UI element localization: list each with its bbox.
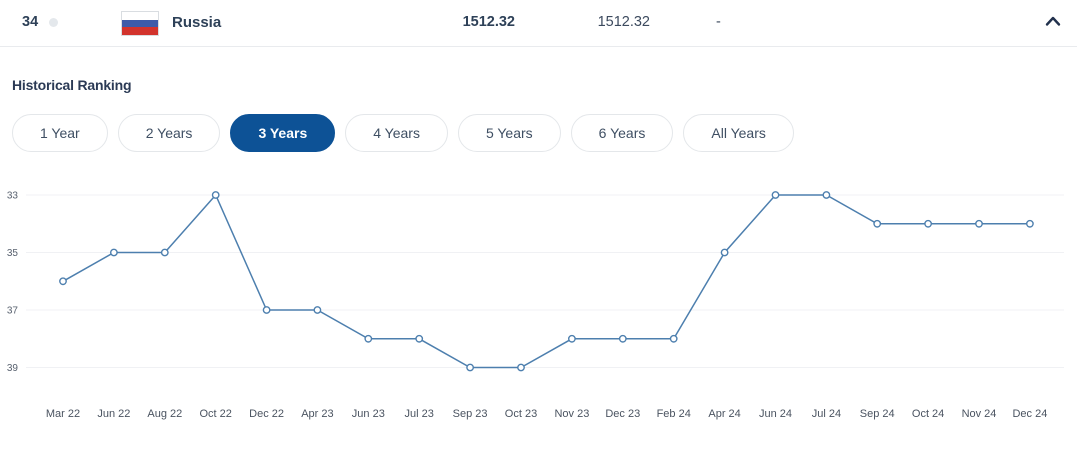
x-tick-label: Sep 23 bbox=[453, 408, 488, 420]
data-point[interactable] bbox=[364, 334, 373, 343]
flag-stripe-white bbox=[122, 12, 158, 20]
x-tick-label: Oct 23 bbox=[505, 408, 537, 420]
x-tick-label: Dec 22 bbox=[249, 408, 284, 420]
section-title: Historical Ranking bbox=[12, 77, 132, 93]
data-point[interactable] bbox=[975, 219, 983, 228]
x-tick-label: Sep 24 bbox=[860, 408, 895, 420]
y-tick-label: 33 bbox=[7, 191, 19, 202]
tab-3-years[interactable]: 3 Years bbox=[230, 114, 336, 152]
x-tick-label: Dec 23 bbox=[605, 408, 640, 420]
x-tick-label: Jul 23 bbox=[405, 408, 434, 420]
tab-6-years[interactable]: 6 Years bbox=[570, 114, 674, 152]
tab-2-years[interactable]: 2 Years bbox=[117, 114, 221, 152]
data-point[interactable] bbox=[618, 334, 627, 343]
x-tick-label: Jun 23 bbox=[352, 408, 385, 420]
y-tick-label: 37 bbox=[7, 306, 19, 317]
country-ranking-row[interactable]: 34 Russia 1512.32 1512.32 - bbox=[0, 0, 1077, 47]
x-tick-label: Jun 22 bbox=[97, 408, 130, 420]
russia-flag-icon bbox=[121, 11, 159, 36]
data-point[interactable] bbox=[211, 191, 220, 199]
data-point[interactable] bbox=[110, 248, 118, 257]
tab-5-years[interactable]: 5 Years bbox=[457, 114, 561, 152]
data-point[interactable] bbox=[568, 334, 576, 343]
data-point[interactable] bbox=[466, 363, 474, 372]
data-point[interactable] bbox=[669, 334, 678, 343]
data-point[interactable] bbox=[262, 306, 271, 314]
historical-ranking-chart: 33 35 37 39 Mar 22 Jun 22 Aug 22 Oct 22 Dec 22 Ap… bbox=[0, 170, 1077, 450]
x-tick-label: Nov 24 bbox=[962, 408, 997, 420]
country-name: Russia bbox=[172, 14, 222, 31]
x-tick-label: Oct 22 bbox=[199, 408, 231, 420]
flag-stripe-red bbox=[122, 27, 158, 36]
data-point[interactable] bbox=[313, 306, 322, 314]
data-point[interactable] bbox=[160, 248, 169, 257]
x-tick-label: Apr 23 bbox=[301, 408, 333, 420]
ranking-line bbox=[62, 193, 1030, 369]
ranking-line-chart: 33 35 37 39 Mar 22 Jun 22 Aug 22 Oct 22 Dec 22 Ap… bbox=[7, 191, 1064, 420]
chevron-up-icon bbox=[1045, 16, 1061, 26]
data-point[interactable] bbox=[1026, 219, 1034, 228]
data-point[interactable] bbox=[873, 219, 882, 228]
rank-movement-icon bbox=[49, 18, 58, 27]
collapse-row-button[interactable] bbox=[1043, 14, 1063, 30]
x-tick-label: Nov 23 bbox=[554, 408, 589, 420]
x-tick-label: Feb 24 bbox=[657, 408, 691, 420]
data-point[interactable] bbox=[822, 191, 831, 199]
x-tick-label: Jul 24 bbox=[812, 408, 841, 420]
data-point[interactable] bbox=[415, 334, 424, 343]
x-tick-label: Oct 24 bbox=[912, 408, 944, 420]
x-tick-label: Aug 22 bbox=[147, 408, 182, 420]
data-point[interactable] bbox=[771, 191, 780, 199]
rank-number: 34 bbox=[22, 14, 39, 30]
tab-1-year[interactable]: 1 Year bbox=[12, 114, 108, 152]
points-change: - bbox=[716, 14, 721, 30]
tab-4-years[interactable]: 4 Years bbox=[345, 114, 448, 152]
data-point[interactable] bbox=[720, 248, 729, 257]
total-points: 1512.32 bbox=[462, 14, 515, 30]
tab-all-years[interactable]: All Years bbox=[683, 114, 794, 152]
data-point[interactable] bbox=[59, 277, 67, 286]
x-tick-label: Apr 24 bbox=[708, 408, 740, 420]
x-tick-label: Jun 24 bbox=[759, 408, 792, 420]
x-tick-label: Mar 22 bbox=[46, 408, 80, 420]
data-point[interactable] bbox=[517, 363, 525, 372]
previous-points: 1512.32 bbox=[597, 14, 650, 30]
period-tabs: 1 Year 2 Years 3 Years 4 Years 5 Years 6… bbox=[12, 114, 794, 152]
flag-stripe-blue bbox=[122, 19, 158, 28]
x-tick-label: Dec 24 bbox=[1012, 408, 1047, 420]
data-point[interactable] bbox=[924, 219, 932, 228]
y-tick-label: 39 bbox=[7, 363, 19, 374]
y-tick-label: 35 bbox=[7, 248, 19, 259]
